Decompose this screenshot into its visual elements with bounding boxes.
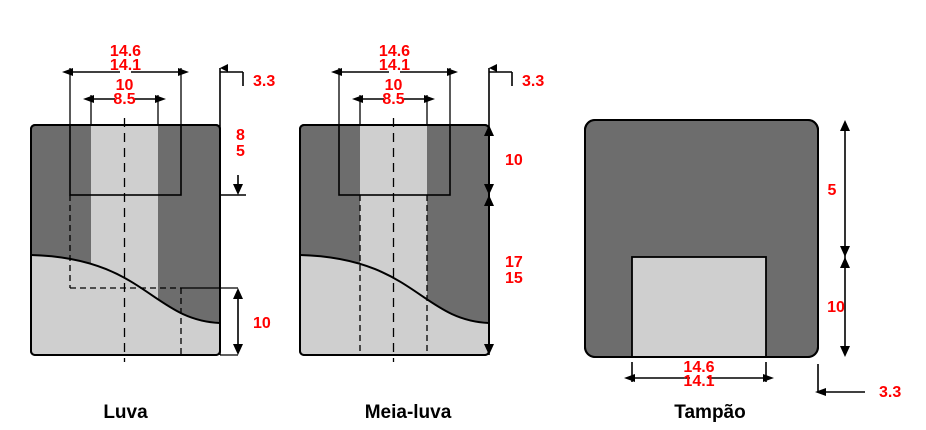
svg-text:10: 10: [505, 152, 523, 169]
svg-text:Meia-luva: Meia-luva: [365, 402, 452, 423]
svg-text:10: 10: [827, 299, 845, 316]
svg-text:8.5: 8.5: [113, 91, 135, 108]
svg-text:3.3: 3.3: [879, 384, 901, 401]
svg-text:14.1: 14.1: [683, 373, 714, 390]
svg-text:5: 5: [828, 182, 837, 199]
svg-text:14.1: 14.1: [110, 57, 141, 74]
svg-text:5: 5: [236, 143, 245, 160]
svg-text:3.3: 3.3: [522, 73, 544, 90]
svg-text:10: 10: [253, 315, 271, 332]
svg-text:Tampão: Tampão: [674, 402, 745, 423]
svg-text:15: 15: [505, 270, 523, 287]
svg-text:3.3: 3.3: [253, 73, 275, 90]
svg-text:14.1: 14.1: [379, 57, 410, 74]
svg-text:Luva: Luva: [103, 402, 148, 423]
svg-text:8: 8: [236, 127, 245, 144]
svg-text:17: 17: [505, 254, 523, 271]
svg-text:8.5: 8.5: [382, 91, 404, 108]
